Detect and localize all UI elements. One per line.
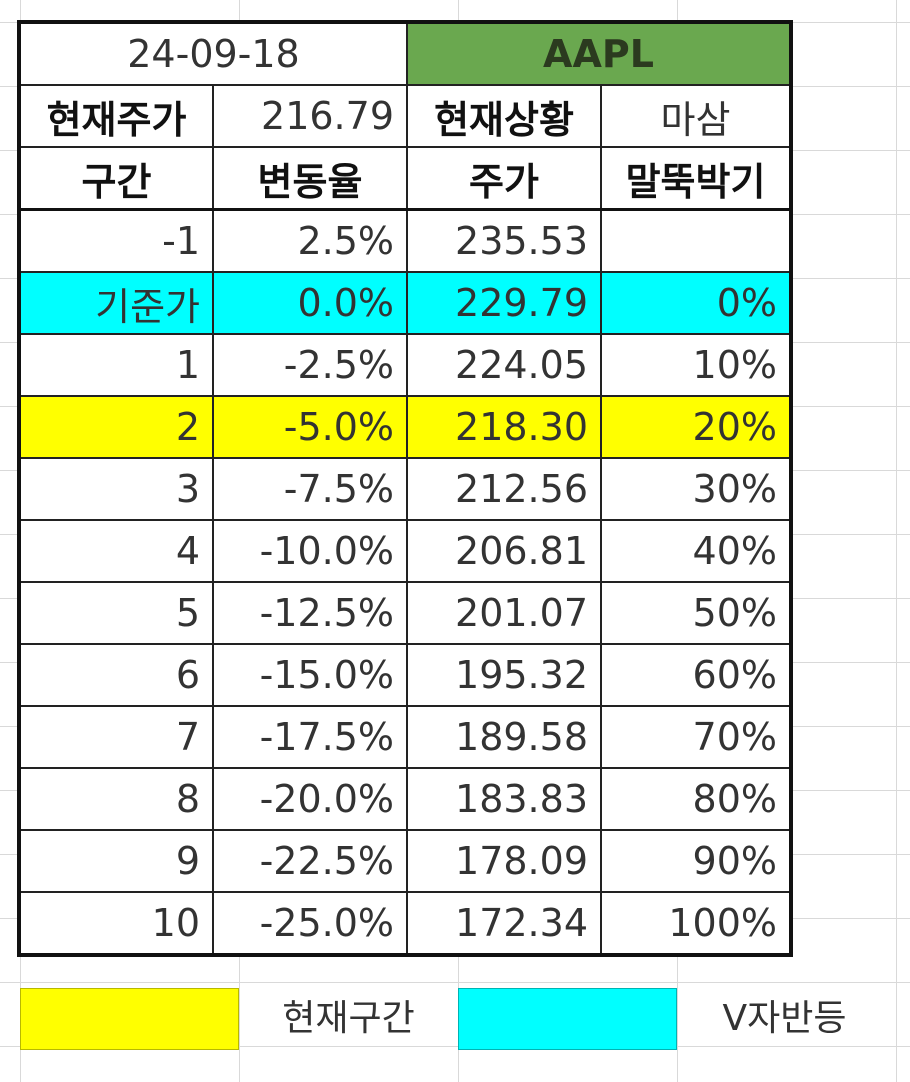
- stake-cell[interactable]: 80%: [600, 767, 793, 831]
- change-cell[interactable]: -25.0%: [212, 891, 408, 957]
- table-row: 8 -20.0% 183.83 80%: [17, 767, 793, 831]
- date-cell[interactable]: 24-09-18: [17, 20, 408, 86]
- price-cell[interactable]: 183.83: [406, 767, 602, 831]
- stake-cell[interactable]: 10%: [600, 333, 793, 397]
- legend-current-section-label[interactable]: 현재구간: [282, 998, 415, 1039]
- table-row: 1 -2.5% 224.05 10%: [17, 333, 793, 397]
- column-header-change[interactable]: 변동율: [212, 146, 408, 211]
- legend-v-rebound-label[interactable]: V자반등: [722, 998, 847, 1039]
- price-cell[interactable]: 178.09: [406, 829, 602, 893]
- header-row-date: 24-09-18 AAPL: [17, 20, 793, 86]
- change-cell[interactable]: -17.5%: [212, 705, 408, 769]
- price-cell[interactable]: 235.53: [406, 208, 602, 273]
- change-cell[interactable]: 0.0%: [212, 271, 408, 335]
- stake-cell[interactable]: 0%: [600, 271, 793, 335]
- stake-cell[interactable]: 40%: [600, 519, 793, 583]
- change-cell[interactable]: 2.5%: [212, 208, 408, 273]
- section-cell[interactable]: 8: [17, 767, 214, 831]
- price-cell[interactable]: 206.81: [406, 519, 602, 583]
- price-cell[interactable]: 229.79: [406, 271, 602, 335]
- column-header-stake[interactable]: 말뚝박기: [600, 146, 793, 211]
- table-row: 7 -17.5% 189.58 70%: [17, 705, 793, 769]
- price-cell[interactable]: 195.32: [406, 643, 602, 707]
- legend: 현재구간 V자반등: [20, 988, 892, 1050]
- status-label[interactable]: 현재상황: [406, 84, 602, 148]
- section-cell[interactable]: 1: [17, 333, 214, 397]
- table-row: 기준가 0.0% 229.79 0%: [17, 271, 793, 335]
- table-row: 5 -12.5% 201.07 50%: [17, 581, 793, 645]
- stake-cell[interactable]: 90%: [600, 829, 793, 893]
- stake-cell[interactable]: 20%: [600, 395, 793, 459]
- ticker-cell[interactable]: AAPL: [406, 20, 793, 86]
- change-cell[interactable]: -2.5%: [212, 333, 408, 397]
- change-cell[interactable]: -7.5%: [212, 457, 408, 521]
- section-cell[interactable]: 10: [17, 891, 214, 957]
- status-value[interactable]: 마삼: [600, 84, 793, 148]
- table-row: 2 -5.0% 218.30 20%: [17, 395, 793, 459]
- stake-cell[interactable]: [600, 208, 793, 273]
- price-cell[interactable]: 189.58: [406, 705, 602, 769]
- section-cell[interactable]: -1: [17, 208, 214, 273]
- current-price-label[interactable]: 현재주가: [17, 84, 214, 148]
- change-cell[interactable]: -15.0%: [212, 643, 408, 707]
- stake-cell[interactable]: 70%: [600, 705, 793, 769]
- price-cell[interactable]: 224.05: [406, 333, 602, 397]
- section-cell[interactable]: 9: [17, 829, 214, 893]
- table-row: 6 -15.0% 195.32 60%: [17, 643, 793, 707]
- change-cell[interactable]: -22.5%: [212, 829, 408, 893]
- price-cell[interactable]: 201.07: [406, 581, 602, 645]
- table-row: 9 -22.5% 178.09 90%: [17, 829, 793, 893]
- stake-cell[interactable]: 30%: [600, 457, 793, 521]
- change-cell[interactable]: -12.5%: [212, 581, 408, 645]
- section-cell[interactable]: 3: [17, 457, 214, 521]
- table-row: 3 -7.5% 212.56 30%: [17, 457, 793, 521]
- current-price-value[interactable]: 216.79: [212, 84, 408, 148]
- table-row: -1 2.5% 235.53: [17, 208, 793, 273]
- change-cell[interactable]: -20.0%: [212, 767, 408, 831]
- price-cell[interactable]: 218.30: [406, 395, 602, 459]
- legend-cyan-swatch[interactable]: [458, 988, 677, 1050]
- legend-yellow-swatch[interactable]: [20, 988, 239, 1050]
- header-row-price: 현재주가 216.79 현재상황 마삼: [17, 84, 793, 148]
- price-cell[interactable]: 172.34: [406, 891, 602, 957]
- price-grid-table: 24-09-18 AAPL 현재주가 216.79 현재상황 마삼 구간 변동율…: [17, 20, 793, 957]
- section-cell[interactable]: 6: [17, 643, 214, 707]
- price-cell[interactable]: 212.56: [406, 457, 602, 521]
- section-cell[interactable]: 5: [17, 581, 214, 645]
- stake-cell[interactable]: 100%: [600, 891, 793, 957]
- change-cell[interactable]: -5.0%: [212, 395, 408, 459]
- section-cell[interactable]: 7: [17, 705, 214, 769]
- data-rows: -1 2.5% 235.53 기준가 0.0% 229.79 0% 1 -2.5% 224.05 1…: [17, 208, 793, 957]
- table-row: 10 -25.0% 172.34 100%: [17, 891, 793, 957]
- section-cell[interactable]: 기준가: [17, 271, 214, 335]
- column-header-section[interactable]: 구간: [17, 146, 214, 211]
- section-cell[interactable]: 2: [17, 395, 214, 459]
- column-header-price[interactable]: 주가: [406, 146, 602, 211]
- table-row: 4 -10.0% 206.81 40%: [17, 519, 793, 583]
- change-cell[interactable]: -10.0%: [212, 519, 408, 583]
- column-header-row: 구간 변동율 주가 말뚝박기: [17, 146, 793, 211]
- stake-cell[interactable]: 60%: [600, 643, 793, 707]
- stake-cell[interactable]: 50%: [600, 581, 793, 645]
- section-cell[interactable]: 4: [17, 519, 214, 583]
